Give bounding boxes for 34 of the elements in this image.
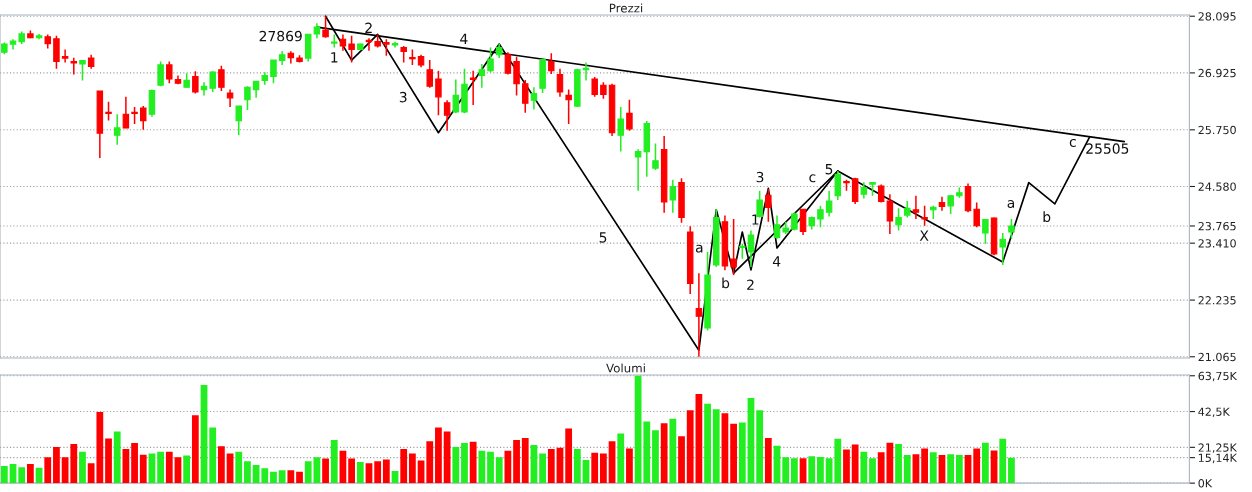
y-tick-label: 23.765	[1198, 221, 1236, 231]
annotation: 4	[460, 33, 468, 44]
annotation: 1	[331, 52, 338, 63]
y-tick-label: 28.095	[1198, 12, 1236, 21]
y-tick-label: 22.235	[1198, 296, 1236, 305]
y-tick-label: 24.580	[1198, 182, 1236, 191]
y-tick-label: 21.065	[1198, 352, 1236, 362]
y-tick-label: 21,25K	[1198, 443, 1238, 453]
y-tick-label: 15,14K	[1198, 453, 1238, 464]
y-tick-label: 26.925	[1198, 68, 1236, 78]
annotation: 1	[752, 214, 759, 225]
annotation: 25505	[1086, 143, 1129, 154]
chart-title: Volumi	[606, 363, 645, 373]
annotation: 2	[747, 279, 754, 290]
annotation: X	[919, 230, 929, 241]
y-tick-label: 63,75K	[1198, 371, 1238, 382]
annotation: 5	[599, 232, 607, 243]
annotation: 3	[756, 171, 764, 183]
annotation: b	[1043, 211, 1051, 223]
annotation: a	[695, 244, 703, 253]
y-tick-label: 42,5K	[1198, 407, 1230, 418]
annotation: 5	[825, 164, 833, 175]
annotation: b	[722, 277, 730, 289]
annotation: 27869	[259, 30, 302, 42]
chart-title: Prezzi	[609, 3, 643, 13]
annotation: 3	[399, 91, 407, 103]
annotation: 4	[772, 256, 781, 267]
y-tick-label: 23.410	[1198, 239, 1236, 248]
annotation: c	[809, 174, 816, 183]
annotation: 2	[365, 22, 372, 33]
y-tick-label: 25.750	[1198, 125, 1236, 135]
y-tick-label: 0K	[1198, 479, 1213, 488]
annotation: c	[1069, 138, 1076, 147]
annotation: a	[1007, 200, 1014, 209]
